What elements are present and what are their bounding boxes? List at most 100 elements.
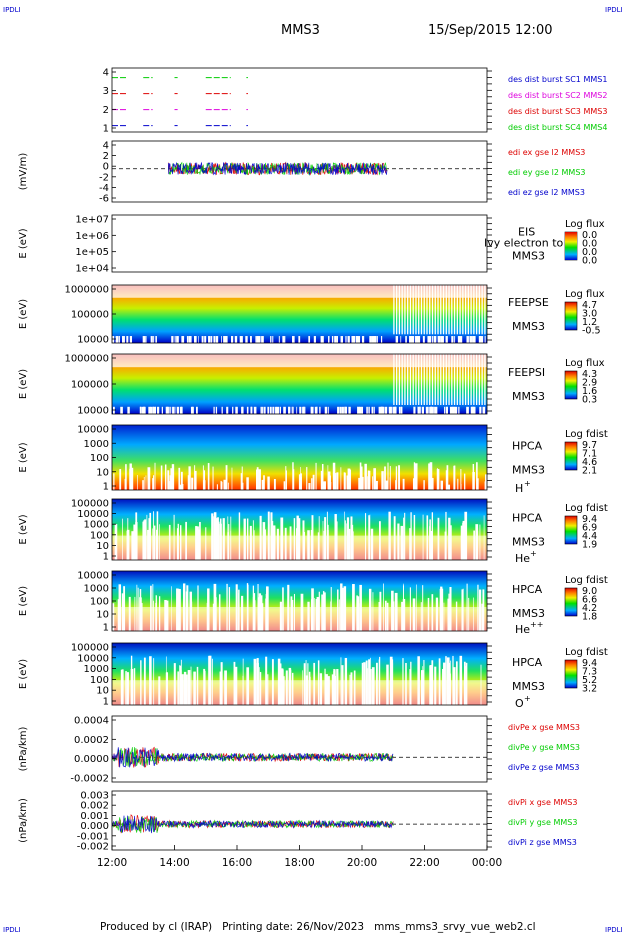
spectrogram-gap: [258, 336, 261, 343]
spectrogram-gap: [395, 466, 398, 490]
spectrogram-gap: [165, 406, 169, 414]
spectrogram-gap: [446, 465, 449, 490]
spectrogram-gap: [347, 336, 350, 343]
spectrogram-gap: [292, 336, 294, 343]
colorbar: [564, 659, 578, 689]
spectrogram-dropout: [434, 354, 436, 405]
spectrogram-dropout: [429, 285, 431, 335]
spectrogram-gap: [283, 481, 286, 490]
yaxis-label: E (eV): [18, 228, 29, 258]
spectrogram-gap: [414, 406, 416, 414]
spectrogram-gap: [347, 468, 351, 490]
series-line-0: [111, 746, 394, 769]
species-charge: +: [524, 694, 531, 703]
spectrogram-gap: [466, 336, 469, 343]
legend-entry: des dist burst SC4 MMS4: [508, 123, 607, 132]
spectrogram-gap: [223, 336, 226, 343]
spectrogram-gap: [145, 475, 147, 490]
colorbar-label: 7.1: [582, 449, 597, 460]
spectrogram-gap: [423, 480, 425, 490]
spectrogram-dropout: [418, 285, 420, 335]
panel-burst: 4 3 2 1 des dist burst SC1 MMS1 des dist burs…: [103, 68, 608, 135]
spectrogram-gap: [434, 336, 437, 343]
spectrogram-dropout: [412, 354, 414, 405]
spectrogram-dropout: [442, 285, 445, 335]
spectrogram-dropout: [453, 285, 456, 335]
spectrogram-gap: [250, 336, 252, 343]
spectrogram-gap: [271, 406, 273, 414]
spectrogram-gap: [393, 406, 396, 414]
spectrogram-gap: [304, 406, 306, 414]
spectrogram-gap: [275, 406, 277, 414]
spectrogram-gap: [313, 336, 316, 343]
spectrogram-gap: [212, 466, 214, 490]
spectrogram-gap: [327, 465, 329, 490]
ytick-label: -6: [99, 194, 109, 205]
spectrogram-gap: [115, 336, 119, 343]
ytick-label: 100000: [71, 643, 109, 654]
spectrogram-dropout: [464, 285, 467, 335]
spectrogram-gap: [343, 472, 346, 490]
instrument-label: HPCA: [512, 583, 543, 596]
spectrogram-dropout: [484, 354, 486, 405]
spectrogram-gap: [178, 467, 181, 490]
spectrogram-gap: [431, 477, 434, 490]
colorbar-title: Log fdist: [565, 647, 608, 658]
spectrogram-gap: [171, 336, 174, 343]
spectrogram-gap: [352, 336, 355, 343]
spectrogram-gap: [260, 406, 262, 414]
spectrogram-gap: [378, 406, 381, 414]
spectrogram-gap: [427, 336, 430, 343]
yaxis-label: E (eV): [18, 369, 29, 399]
ytick-label: 1000: [84, 584, 109, 595]
spectrogram-gap: [357, 406, 359, 414]
spectrogram-gap: [226, 406, 229, 414]
spectrogram-dropout: [473, 354, 475, 405]
colorbar-label: -0.5: [582, 326, 601, 337]
spectrogram-gap: [358, 406, 362, 414]
spectrogram-gap: [129, 468, 131, 490]
spectrogram-gap: [226, 336, 228, 343]
spectrogram-gap: [395, 336, 399, 343]
spectrogram-gap: [298, 474, 301, 490]
spectrogram-gap: [373, 406, 375, 414]
spectrogram-gap: [451, 406, 453, 414]
spectrogram-dropout: [393, 354, 395, 405]
legend-entry: edi ey gse l2 MMS3: [508, 168, 586, 177]
spectrogram-dropout: [462, 285, 464, 335]
spectrogram-gap: [213, 406, 215, 414]
ytick-label: 100: [90, 597, 109, 608]
spectrogram-gap: [415, 336, 418, 343]
spectrogram-gap: [398, 465, 401, 490]
colorbar-title: Log flux: [565, 289, 605, 300]
spectrogram-gap: [327, 471, 331, 490]
spectrogram-gap: [312, 474, 315, 490]
spectrogram-dropout: [398, 285, 401, 335]
spectrogram-dropout: [445, 354, 447, 405]
spectrogram-gap: [430, 406, 433, 414]
spectrogram-dropout: [456, 285, 458, 335]
spectrogram-dropout: [481, 354, 483, 405]
spectrogram-gap: [250, 406, 253, 414]
spectrogram-gap: [125, 464, 127, 490]
colorbar-label: 9.4: [582, 658, 597, 669]
spectrogram-gap: [459, 336, 463, 343]
spectrogram-gap: [131, 467, 134, 490]
spectrogram-gap: [339, 406, 342, 414]
instrument-label: EIS: [518, 226, 535, 239]
spectrogram-gap: [399, 406, 401, 414]
spectrogram-gap: [193, 336, 197, 343]
spectrogram-dropout: [475, 285, 478, 335]
spectrogram-dropout: [456, 354, 458, 405]
ytick-label: 1000000: [64, 354, 109, 365]
xtick-label: 14:00: [159, 857, 189, 869]
spectrogram-gap: [470, 406, 472, 414]
spectrogram-gap: [374, 336, 377, 343]
spectrogram-gap: [216, 484, 218, 490]
panel-edi: 420-2-4-6 (mV/m) edi ex gse l2 MMS3 edi ey …: [18, 141, 586, 205]
figure-title: MMS3: [281, 23, 320, 38]
ytick-label: 1: [103, 623, 109, 634]
spectrogram-gap: [241, 336, 243, 343]
